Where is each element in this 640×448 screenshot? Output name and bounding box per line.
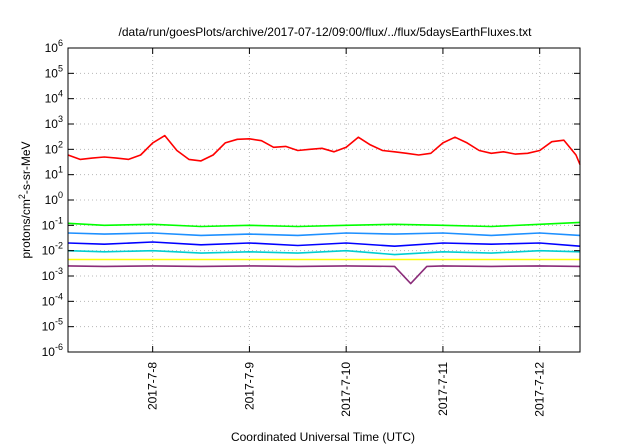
y-tick-exp: 2 — [58, 139, 63, 149]
series-line-7 — [67, 265, 581, 285]
y-tick-base: 10 — [42, 218, 56, 232]
y-tick-exp: 1 — [58, 165, 63, 175]
y-tick-label: 101 — [45, 165, 63, 182]
series-line-4 — [67, 241, 581, 247]
y-axis-label-pre: protons/cm — [19, 199, 33, 258]
y-tick-label: 10-4 — [42, 291, 63, 308]
y-tick-label: 10-1 — [42, 215, 63, 232]
y-tick-base: 10 — [45, 117, 59, 131]
x-tick-label: 2017-7-10 — [339, 362, 353, 417]
series-line-3 — [67, 232, 581, 237]
y-tick-label: 10-6 — [42, 342, 63, 359]
y-tick-label: 100 — [45, 190, 63, 207]
y-tick-label: 102 — [45, 139, 63, 156]
y-tick-exp: -4 — [55, 291, 63, 301]
y-tick-exp: 0 — [58, 190, 63, 200]
y-tick-exp: 5 — [58, 63, 63, 73]
y-tick-label: 103 — [45, 114, 63, 131]
y-tick-exp: -5 — [55, 317, 63, 327]
y-tick-exp: 6 — [58, 38, 63, 48]
y-tick-base: 10 — [45, 142, 59, 156]
x-tick-label: 2017-7-12 — [533, 362, 547, 417]
y-tick-label: 104 — [45, 89, 63, 106]
y-axis-label-sup: 2 — [17, 194, 27, 199]
y-axis-label-post: -s-sr-MeV — [19, 141, 33, 194]
series-line-2 — [67, 221, 581, 228]
y-tick-label: 10-5 — [42, 317, 63, 334]
y-tick-exp: 4 — [58, 89, 63, 99]
y-tick-base: 10 — [45, 66, 59, 80]
x-tick-label: 2017-7-11 — [436, 362, 450, 416]
chart-title: /data/run/goesPlots/archive/2017-07-12/0… — [119, 25, 533, 39]
y-tick-base: 10 — [42, 320, 56, 334]
x-axis-label: Coordinated Universal Time (UTC) — [231, 430, 415, 444]
series-line-1 — [67, 134, 581, 165]
y-tick-base: 10 — [42, 294, 56, 308]
y-tick-label: 10-3 — [42, 266, 63, 283]
y-tick-label: 105 — [45, 63, 63, 80]
y-tick-base: 10 — [45, 41, 59, 55]
y-tick-base: 10 — [45, 168, 59, 182]
x-tick-label: 2017-7-9 — [242, 362, 256, 410]
y-tick-exp: -6 — [55, 342, 63, 352]
y-tick-exp: -3 — [55, 266, 63, 276]
series-line-5 — [67, 249, 581, 256]
y-tick-label: 106 — [45, 38, 63, 55]
y-tick-exp: 3 — [58, 114, 63, 124]
y-tick-label: 10-2 — [42, 241, 63, 258]
series-group — [67, 134, 581, 285]
y-tick-base: 10 — [42, 244, 56, 258]
y-axis-label: protons/cm2-s-sr-MeV — [17, 141, 33, 258]
y-tick-base: 10 — [42, 269, 56, 283]
x-axis-ticks: 2017-7-8 2017-7-9 2017-7-10 2017-7-11 2017-7… — [146, 48, 547, 417]
y-tick-exp: -2 — [55, 241, 63, 251]
y-tick-base: 10 — [45, 92, 59, 106]
y-tick-exp: -1 — [55, 215, 63, 225]
y-tick-base: 10 — [42, 345, 56, 359]
x-tick-label: 2017-7-8 — [146, 362, 160, 410]
y-axis-ticks: 10-610-510-410-310-210-11001011021031041… — [42, 38, 580, 359]
y-tick-base: 10 — [45, 193, 59, 207]
